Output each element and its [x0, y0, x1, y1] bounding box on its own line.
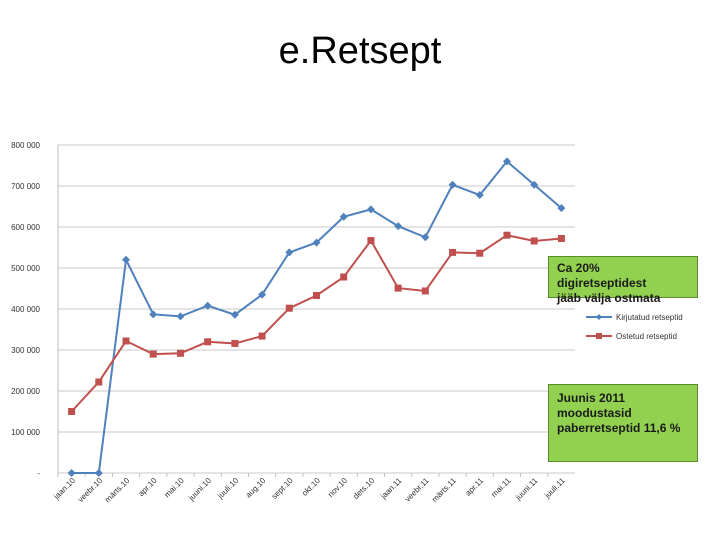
x-tick-label: jaan.11 — [378, 476, 404, 502]
data-point — [122, 337, 130, 345]
data-point — [312, 238, 321, 247]
x-tick-label: veebr.10 — [76, 476, 104, 504]
y-tick-label: - — [37, 469, 40, 478]
annotation-line: moodustasid — [557, 406, 632, 420]
x-tick-label: apr.10 — [137, 476, 159, 498]
x-tick-label: märts.10 — [103, 476, 132, 505]
x-tick-label: sept.10 — [270, 476, 295, 501]
data-point — [68, 408, 76, 415]
series-line-2 — [70, 234, 562, 413]
data-point — [176, 349, 184, 357]
data-point — [313, 291, 320, 299]
data-point — [122, 255, 131, 264]
data-point — [149, 350, 157, 358]
data-point — [258, 290, 267, 299]
data-point — [557, 204, 566, 213]
x-tick-label: juuni.11 — [513, 476, 540, 503]
legend: Kirjutatud retseptid Ostetud retseptid — [586, 313, 683, 341]
data-point — [449, 248, 457, 256]
data-point — [231, 339, 239, 347]
legend-marker-kirjutatud — [596, 314, 602, 320]
data-point — [230, 310, 239, 319]
series-line-1 — [71, 159, 563, 474]
annotation-line: jääb välja ostmata — [557, 291, 661, 305]
data-point — [367, 237, 375, 245]
data-point — [394, 222, 403, 231]
x-tick-label: mai.10 — [163, 476, 187, 500]
data-point — [448, 180, 457, 189]
y-tick-label: 500 000 — [11, 264, 40, 273]
y-tick-label: 600 000 — [11, 223, 40, 232]
x-tick-label: apr.11 — [464, 476, 486, 498]
data-point — [258, 332, 266, 340]
data-point — [557, 234, 565, 242]
data-point — [421, 287, 429, 295]
data-point — [475, 191, 484, 200]
x-tick-label: märts.11 — [430, 476, 458, 504]
annotation-line: paberretseptid 11,6 % — [557, 421, 681, 435]
x-tick-label: jaan.10 — [51, 476, 77, 502]
y-tick-label: 200 000 — [11, 387, 40, 396]
data-point — [421, 233, 430, 242]
data-point — [95, 378, 103, 386]
data-point — [394, 284, 402, 292]
y-tick-label: 800 000 — [11, 141, 40, 150]
data-point — [176, 312, 185, 321]
x-tick-label: mai.11 — [489, 476, 512, 499]
x-tick-label: juuli.10 — [215, 476, 240, 501]
data-point — [502, 157, 511, 166]
annotation-line: Juunis 2011 — [557, 391, 626, 405]
x-tick-label: juuni.10 — [186, 476, 213, 503]
grid-lines — [57, 144, 575, 477]
data-point — [476, 249, 484, 257]
data-point — [285, 304, 293, 312]
data-point — [503, 231, 511, 239]
data-point — [530, 180, 539, 189]
data-point — [530, 237, 538, 245]
y-tick-label: 100 000 — [11, 428, 40, 437]
data-point — [203, 301, 212, 310]
data-point — [149, 310, 158, 319]
x-tick-label: veebr.11 — [403, 476, 431, 504]
data-point — [94, 469, 103, 477]
annotation-box-paper-share: Juunis 2011 moodustasid paberretseptid 1… — [548, 384, 698, 462]
series-layer — [67, 157, 566, 477]
legend-marker-ostetud — [596, 333, 602, 339]
annotation-box-unpurchased: Ca 20% digiretseptidest jääb välja ostma… — [548, 256, 698, 305]
y-tick-label: 300 000 — [11, 346, 40, 355]
y-tick-label: 700 000 — [11, 182, 40, 191]
page-title: e.Retsept — [278, 30, 442, 72]
x-tick-label: nov.10 — [326, 476, 349, 499]
data-point — [204, 338, 212, 346]
data-point — [67, 469, 76, 477]
data-point — [366, 205, 375, 214]
legend-label-ostetud: Ostetud retseptid — [616, 332, 677, 341]
y-tick-label: 400 000 — [11, 305, 40, 314]
data-point — [339, 212, 348, 221]
data-point — [340, 273, 348, 281]
x-tick-label: aug.10 — [244, 476, 268, 500]
x-tick-label: dets.10 — [351, 476, 376, 501]
data-point — [285, 248, 294, 257]
y-axis-tick-labels: - 100 000 200 000 300 000 400 000 500 000 600 … — [11, 141, 40, 478]
x-tick-label: juuli.11 — [542, 476, 567, 501]
legend-label-kirjutatud: Kirjutatud retseptid — [616, 313, 683, 322]
x-tick-label: okt.10 — [300, 476, 322, 498]
annotation-line: Ca 20% digiretseptidest — [557, 261, 647, 290]
